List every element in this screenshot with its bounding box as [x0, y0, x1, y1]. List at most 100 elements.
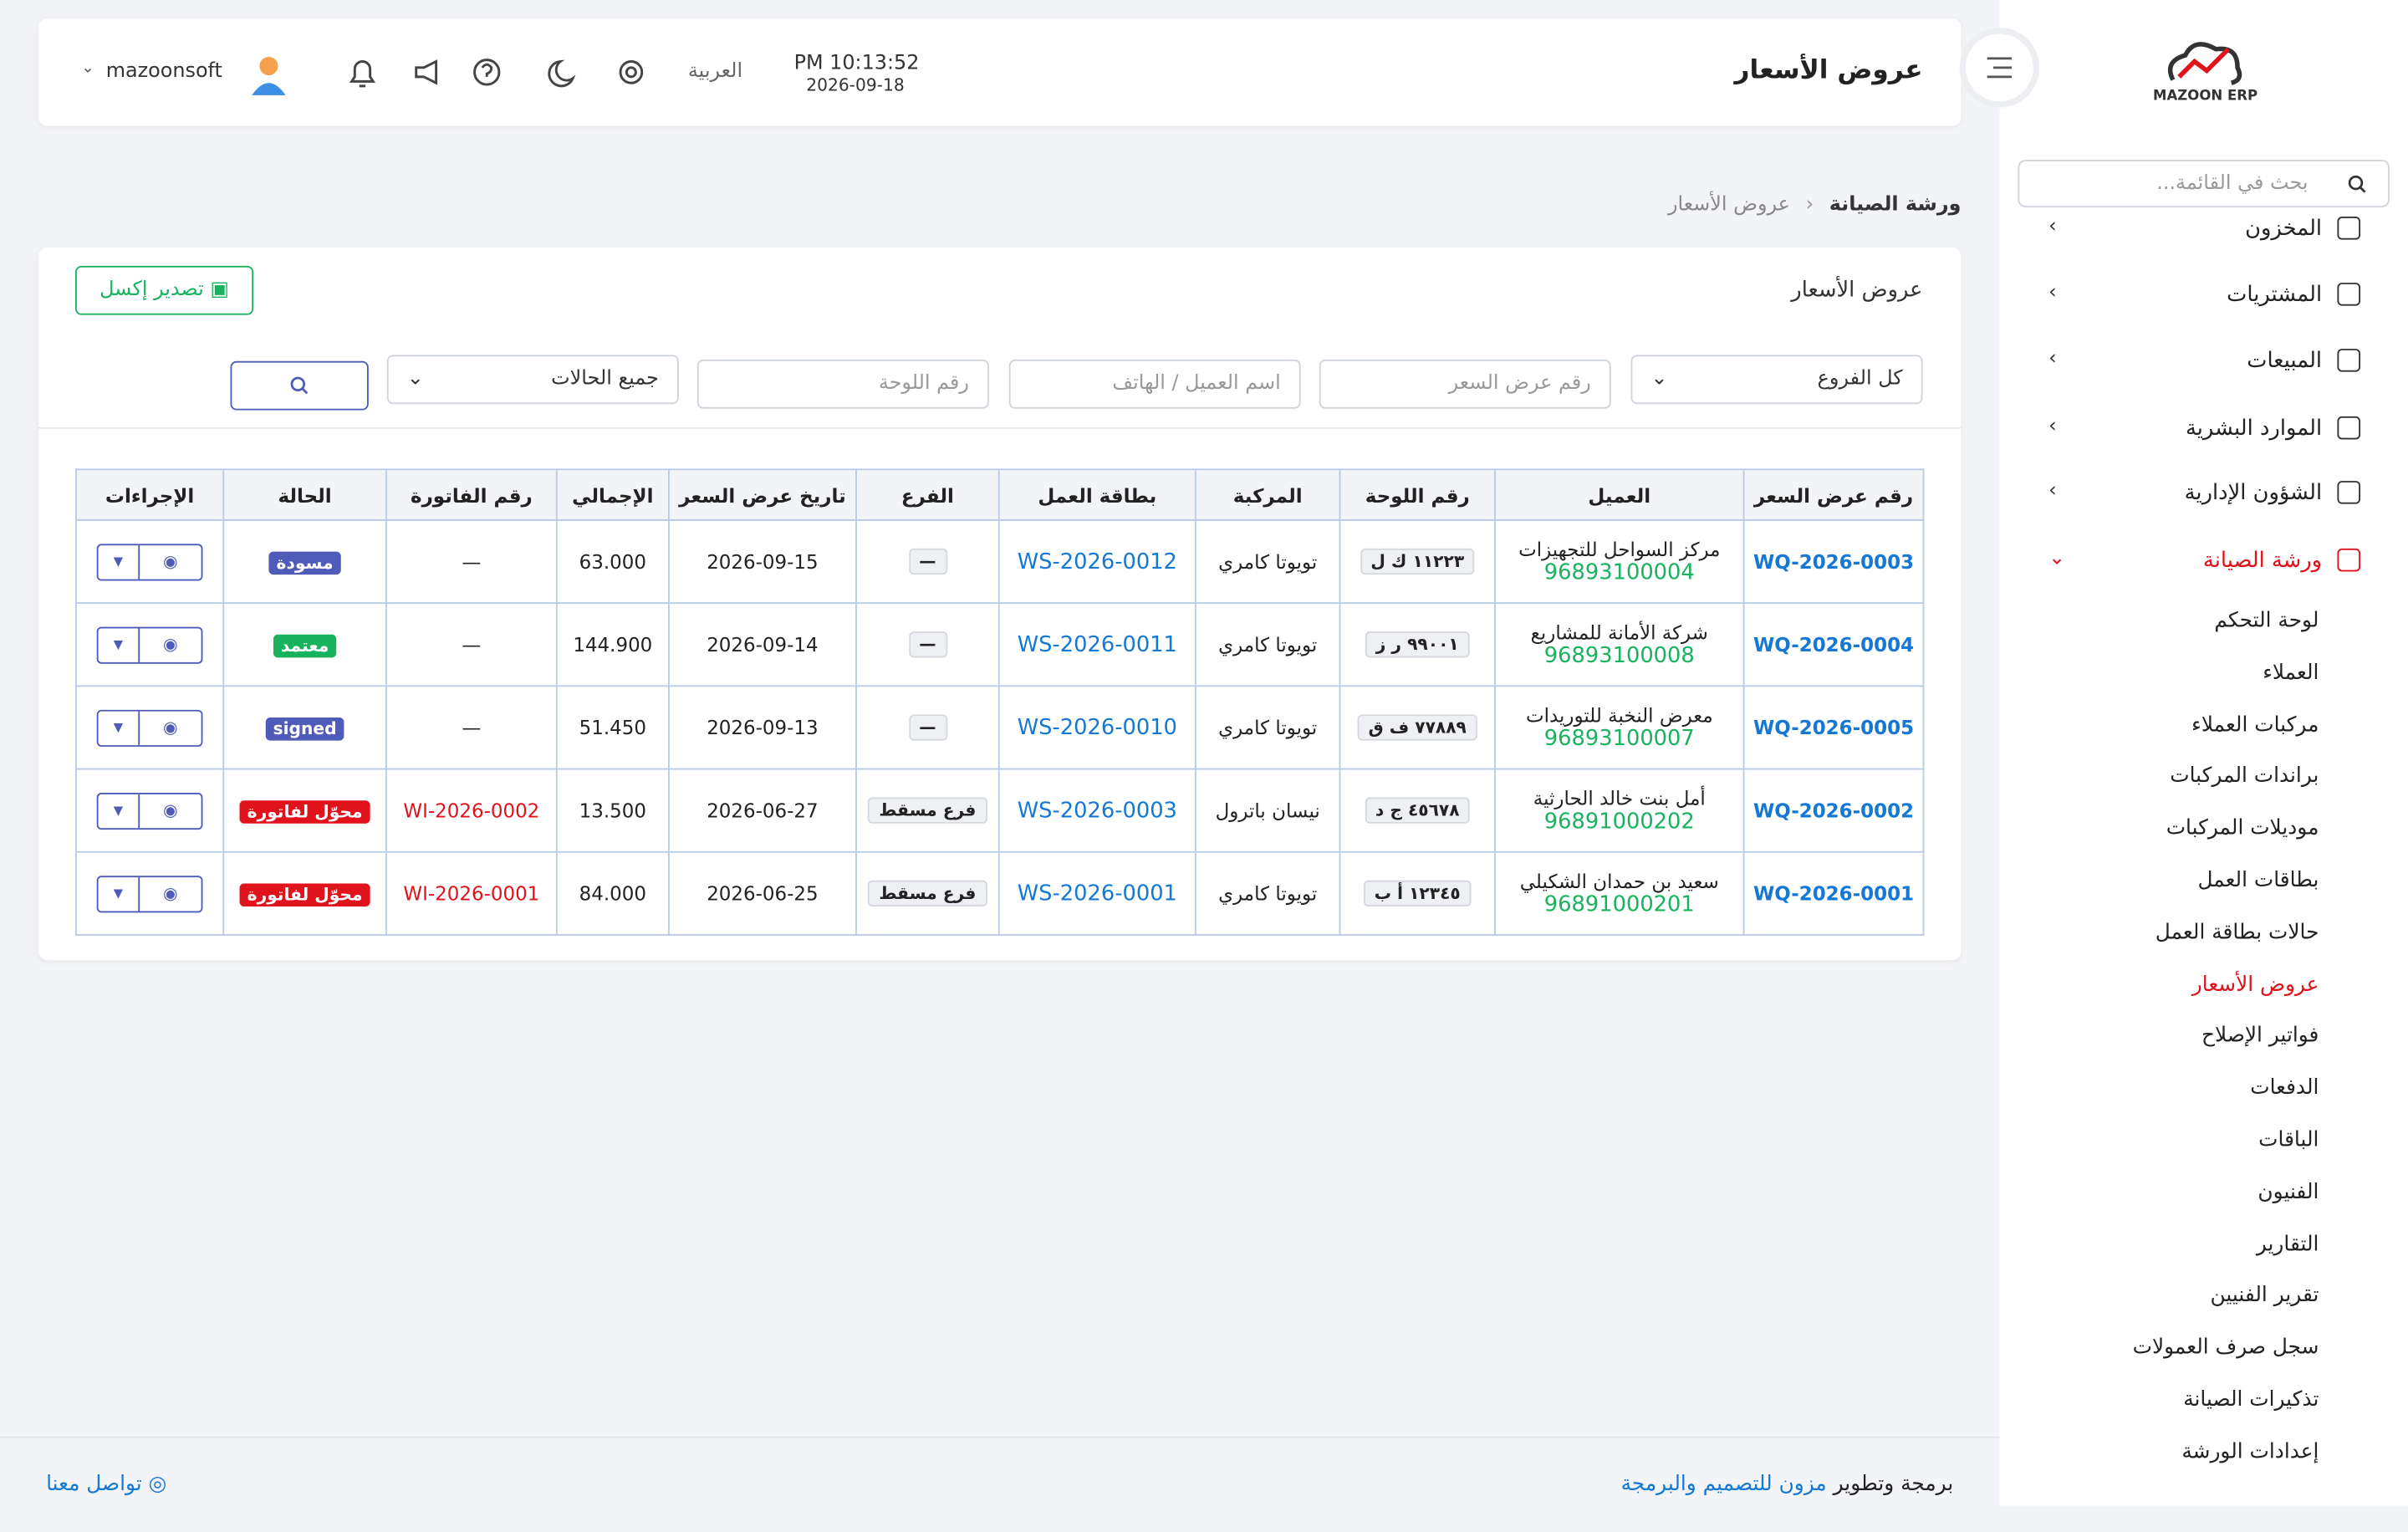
- menu-arrow: ‹: [2048, 347, 2057, 370]
- status-filter[interactable]: جميع الحالات ⌄: [386, 355, 679, 405]
- view-button[interactable]: ◉: [163, 717, 178, 737]
- total: 84.000: [555, 850, 670, 936]
- quotes-card: عروض الأسعار تصدير إكسل ▣ كل الفروع ⌄ رقم…: [38, 247, 1962, 961]
- breadcrumb-sep: ‹: [1805, 193, 1814, 217]
- view-button[interactable]: ◉: [163, 550, 178, 571]
- view-button[interactable]: ◉: [163, 633, 178, 654]
- company-link[interactable]: مزون للتصميم والبرمجة: [1620, 1472, 1827, 1497]
- breadcrumb: ورشة الصيانة ‹ عروض الأسعار: [1668, 193, 1962, 217]
- plate-filter[interactable]: رقم اللوحة: [696, 359, 989, 409]
- job-card[interactable]: WS-2026-0001: [997, 850, 1196, 936]
- menu-item[interactable]: الموارد البشرية: [2185, 416, 2323, 442]
- invoice[interactable]: WI-2026-0001: [385, 850, 558, 936]
- plate-cell: ٩٩٠٠١ ر ز: [1339, 602, 1496, 687]
- client-name: مركز السواحل للتجهيزات: [1518, 538, 1721, 561]
- action-menu[interactable]: ▼: [99, 544, 140, 579]
- table-row: WQ-2026-0003 مركز السواحل للتجهيزات 968931…: [74, 519, 1925, 605]
- clock-date: 2026-09-18: [806, 75, 905, 95]
- search-button[interactable]: [230, 360, 369, 411]
- submenu-item[interactable]: سجل صرف العمولات: [2132, 1335, 2319, 1361]
- table-row: WQ-2026-0001 سعيد بن حمدان الشكيلي 9689100…: [74, 850, 1925, 936]
- header-icons[interactable]: [345, 55, 652, 92]
- menu-search[interactable]: بحث في القائمة...: [2018, 160, 2390, 208]
- menu-item[interactable]: المشتريات: [2227, 283, 2323, 308]
- submenu-item[interactable]: بطاقات العمل: [2197, 868, 2319, 893]
- action-menu[interactable]: ▼: [99, 627, 140, 661]
- client-phone[interactable]: 96891000201: [1543, 892, 1695, 917]
- avatar[interactable]: [247, 52, 290, 98]
- logo: [2167, 42, 2242, 85]
- total: 51.450: [555, 685, 670, 770]
- submenu-item[interactable]: الدفعات: [2250, 1075, 2319, 1100]
- submenu-item[interactable]: موديلات المركبات: [2166, 815, 2319, 841]
- job-card[interactable]: WS-2026-0011: [997, 602, 1196, 687]
- submenu-item[interactable]: عروض الأسعار: [2191, 972, 2319, 997]
- menu-item[interactable]: ورشة الصيانة: [2202, 548, 2323, 574]
- submenu-item[interactable]: فواتير الإصلاح: [2201, 1024, 2319, 1049]
- submenu-item[interactable]: الباقات: [2258, 1127, 2319, 1152]
- quote-number[interactable]: WQ-2026-0004: [1742, 602, 1925, 687]
- submenu-item[interactable]: التقارير: [2256, 1231, 2319, 1257]
- actions-cell: ▼ ◉: [74, 685, 225, 770]
- submenu-item[interactable]: لوحة التحكم: [2214, 608, 2319, 633]
- user-caret: ⌄: [81, 59, 94, 77]
- contact-link[interactable]: تواصل معنا ◎: [46, 1472, 167, 1497]
- footer: برمجة وتطوير مزون للتصميم والبرمجة تواصل…: [0, 1436, 2000, 1532]
- client-phone[interactable]: 96893100008: [1543, 643, 1695, 669]
- quote-filter[interactable]: رقم عرض السعر: [1319, 359, 1611, 409]
- invoice: —: [385, 685, 558, 770]
- quote-number[interactable]: WQ-2026-0003: [1742, 519, 1925, 605]
- quote-date: 2026-09-15: [667, 519, 857, 605]
- submenu-item[interactable]: العملاء: [2263, 660, 2319, 686]
- client-phone[interactable]: 96893100004: [1543, 560, 1695, 586]
- submenu-item[interactable]: الفنيون: [2258, 1179, 2319, 1205]
- client-phone[interactable]: 96893100007: [1543, 727, 1695, 752]
- plate: ٧٧٨٨٩ ف ق: [1357, 714, 1477, 741]
- plate-cell: ١١٢٢٣ ك ل: [1339, 519, 1496, 605]
- quote-number[interactable]: WQ-2026-0001: [1742, 850, 1925, 936]
- menu-item[interactable]: المخزون: [2245, 217, 2323, 242]
- submenu-item[interactable]: إعدادات الورشة: [2181, 1439, 2319, 1464]
- job-card[interactable]: WS-2026-0010: [997, 685, 1196, 770]
- action-menu[interactable]: ▼: [99, 793, 140, 828]
- branch-cell: فرع مسقط: [855, 768, 1000, 853]
- sidebar-toggle[interactable]: [1965, 33, 2033, 102]
- search-icon: [2348, 175, 2366, 193]
- column-header: رقم اللوحة: [1339, 468, 1496, 521]
- column-header: الحالة: [222, 468, 387, 521]
- view-button[interactable]: ◉: [163, 799, 178, 820]
- branch-cell: —: [855, 685, 1000, 770]
- top-bar: عروض الأسعار PM 10:13:52 2026-09-18 العر…: [38, 18, 1962, 126]
- client-filter[interactable]: اسم العميل / الهاتف: [1008, 359, 1301, 409]
- actions-cell: ▼ ◉: [74, 602, 225, 687]
- submenu-item[interactable]: تقرير الفنيين: [2210, 1283, 2319, 1309]
- job-card[interactable]: WS-2026-0003: [997, 768, 1196, 853]
- quote-number[interactable]: WQ-2026-0005: [1742, 685, 1925, 770]
- branch-filter[interactable]: كل الفروع ⌄: [1630, 355, 1923, 405]
- menu-item[interactable]: الشؤون الإدارية: [2184, 481, 2323, 506]
- submenu-item[interactable]: حالات بطاقة العمل: [2155, 920, 2319, 945]
- status-badge: مسودة: [268, 550, 341, 574]
- plate: ٤٥٦٧٨ ج د: [1365, 797, 1471, 824]
- view-button[interactable]: ◉: [163, 882, 178, 903]
- submenu-item[interactable]: براندات المركبات: [2170, 763, 2319, 789]
- status-filter-text: جميع الحالات: [551, 367, 659, 391]
- export-button[interactable]: تصدير إكسل ▣: [74, 265, 254, 315]
- action-menu[interactable]: ▼: [99, 710, 140, 745]
- plate-cell: ٤٥٦٧٨ ج د: [1339, 768, 1496, 853]
- menu-item[interactable]: المبيعات: [2247, 349, 2323, 374]
- client-name: أمل بنت خالد الحارثية: [1533, 786, 1706, 810]
- sidebar: MAZOON ERP بحث في القائمة... المخزون ‹ الم…: [1999, 0, 2408, 1506]
- vehicle: تويوتا كامري: [1194, 519, 1341, 605]
- action-menu[interactable]: ▼: [99, 876, 140, 911]
- job-card[interactable]: WS-2026-0012: [997, 519, 1196, 605]
- invoice[interactable]: WI-2026-0002: [385, 768, 558, 853]
- user-name[interactable]: mazoonsoft: [105, 59, 222, 84]
- client-phone[interactable]: 96891000202: [1543, 809, 1695, 835]
- submenu-item[interactable]: تذكيرات الصيانة: [2183, 1387, 2319, 1412]
- quote-number[interactable]: WQ-2026-0002: [1742, 768, 1925, 853]
- breadcrumb-item[interactable]: ورشة الصيانة: [1829, 193, 1962, 217]
- submenu-item[interactable]: مركبات العملاء: [2191, 712, 2319, 738]
- language-switch[interactable]: العربية: [687, 59, 743, 84]
